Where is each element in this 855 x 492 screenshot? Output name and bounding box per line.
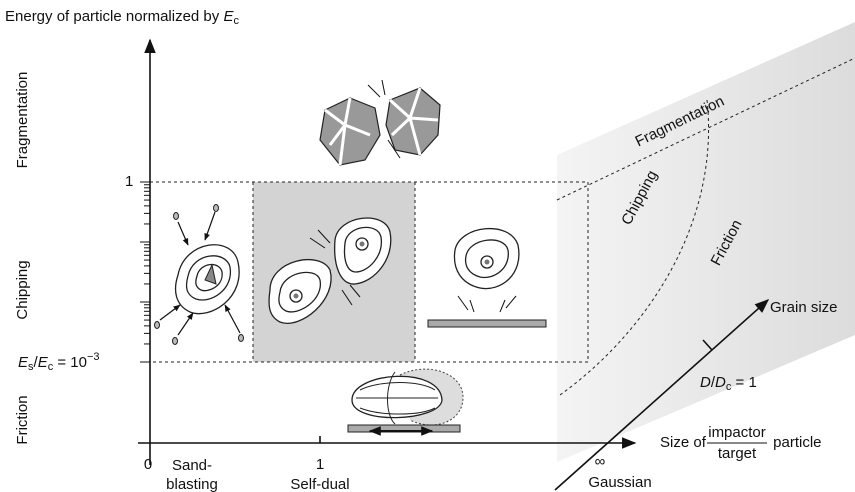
grain-plane <box>557 22 855 462</box>
self-dual-grains <box>268 217 392 324</box>
t: = 1 <box>731 374 756 391</box>
t: c <box>726 381 732 393</box>
label-subscript: c <box>233 15 239 27</box>
l: Size of <box>660 434 707 451</box>
x-axis-label: Size of <box>660 434 707 451</box>
fraction-numerator: impactor <box>708 424 766 441</box>
t: E <box>18 354 29 371</box>
t: / <box>711 374 716 391</box>
y-tick-label: 1 <box>125 173 133 190</box>
regime-label: Chipping <box>14 260 31 319</box>
friction-grain <box>347 368 464 436</box>
sandblast-grain <box>154 204 244 345</box>
t: D <box>715 374 726 391</box>
regime-label: Fragmentation <box>14 72 31 169</box>
y-axis-label: Energy of particle normalized by Ec <box>5 8 239 27</box>
t: D <box>700 374 711 391</box>
x-tick-name: Self-dual <box>290 476 349 492</box>
regime-label: Friction <box>14 395 31 444</box>
x-axis-label: particle <box>769 434 822 451</box>
label-symbol: E <box>223 8 234 25</box>
plane-boundary <box>556 57 855 201</box>
x-tick-label: 1 <box>316 456 324 473</box>
grain-axis-label: Grain size <box>770 299 838 316</box>
grain-tick-label: D/Dc = 1 <box>700 374 757 393</box>
x-tick-label: ∞ <box>595 453 606 470</box>
threshold-label: Es/Ec = 10−3 <box>18 351 100 373</box>
fraction-denominator: target <box>718 445 757 462</box>
grain-tick <box>702 339 713 351</box>
x-tick-name: Gaussian <box>588 474 651 491</box>
t: E <box>38 354 49 371</box>
t: s <box>28 361 34 373</box>
plane-boundary <box>559 99 709 396</box>
x-tick-name: blasting <box>166 476 218 492</box>
t: = 10 <box>53 354 87 371</box>
flat-grain <box>427 227 547 328</box>
t: −3 <box>87 351 100 363</box>
label-text: Energy of particle normalized by <box>5 8 223 25</box>
x-tick-name: Sand- <box>172 457 212 474</box>
t: / <box>34 354 39 371</box>
x-tick-label: 0 <box>144 456 152 473</box>
region-grid <box>150 181 589 363</box>
fragments <box>319 79 441 166</box>
grain-axis <box>554 299 770 491</box>
t: c <box>48 361 54 373</box>
